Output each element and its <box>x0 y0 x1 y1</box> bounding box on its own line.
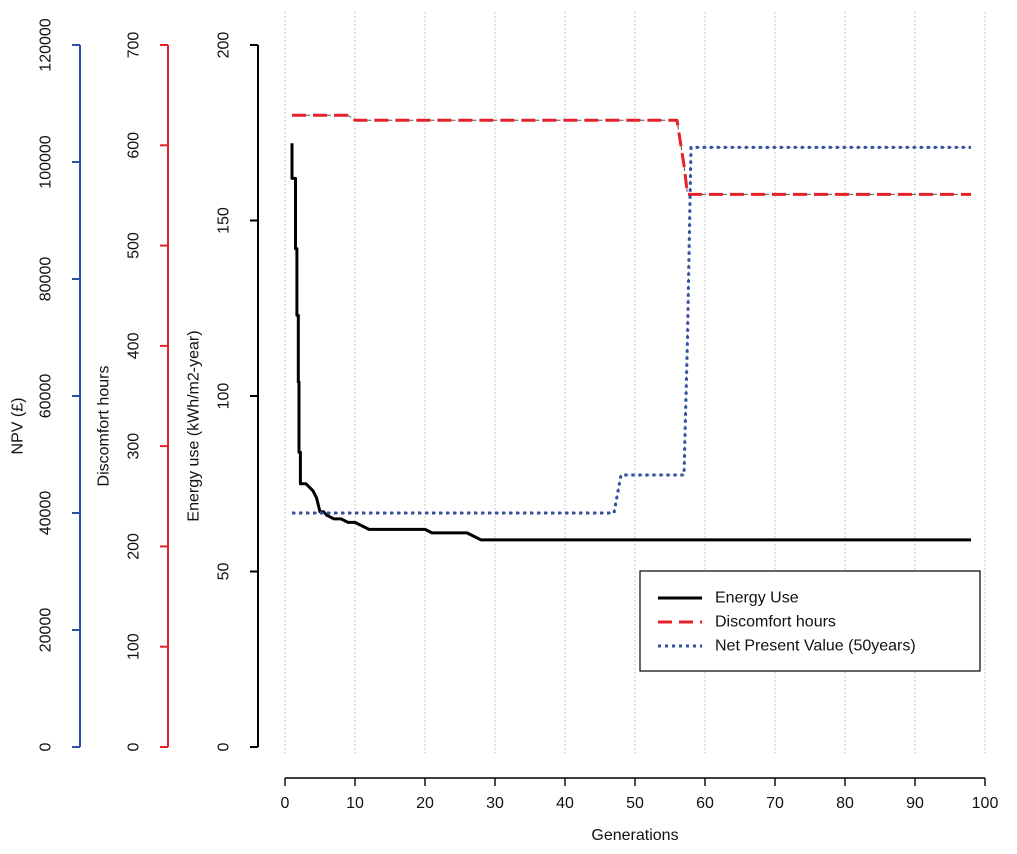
npv-axis-title: NPV (£) <box>10 398 27 455</box>
x-tick-label: 100 <box>972 795 999 812</box>
npv-axis-tick-label: 40000 <box>38 491 55 536</box>
discomfort-axis-tick-label: 0 <box>126 742 143 751</box>
energy-axis-tick-label: 50 <box>216 563 233 581</box>
npv-axis-tick-label: 100000 <box>38 135 55 188</box>
x-tick-label: 10 <box>346 795 364 812</box>
series-guide-1 <box>292 114 971 195</box>
energy-axis-title: Energy use (kWh/m2-year) <box>186 330 203 521</box>
x-axis-title: Generations <box>591 827 678 844</box>
discomfort-axis-tick-label: 600 <box>126 132 143 159</box>
legend-label: Net Present Value (50years) <box>715 638 916 655</box>
legend-box <box>639 570 981 672</box>
axes: 0 10 20 30 40 50 60 70 80 90 100 Generations 0 50 100 1… <box>10 18 999 844</box>
energy-axis-tick-label: 150 <box>216 207 233 234</box>
discomfort-axis-tick-label: 700 <box>126 32 143 59</box>
x-tick-label: 20 <box>416 795 434 812</box>
x-tick-label: 60 <box>696 795 714 812</box>
energy-axis-tick-label: 200 <box>216 32 233 59</box>
discomfort-axis-tick-label: 500 <box>126 232 143 259</box>
legend-label: Energy Use <box>715 590 799 607</box>
series-line-discomfort-hours <box>292 113 971 196</box>
series-guide-2 <box>292 146 971 514</box>
series-line-energy-use <box>290 143 971 542</box>
x-tick-label: 30 <box>486 795 504 812</box>
npv-axis-tick-label: 20000 <box>38 608 55 653</box>
npv-axis-tick-label: 60000 <box>38 374 55 419</box>
energy-axis-tick-label: 0 <box>216 742 233 751</box>
energy-axis-tick-label: 100 <box>216 383 233 410</box>
x-tick-label: 90 <box>906 795 924 812</box>
x-tick-label: 40 <box>556 795 574 812</box>
legend-label: Discomfort hours <box>715 614 836 631</box>
discomfort-axis-title: Discomfort hours <box>96 366 113 487</box>
npv-axis-tick-label: 120000 <box>38 18 55 71</box>
x-tick-label: 50 <box>626 795 644 812</box>
npv-axis-tick-label: 0 <box>38 742 55 751</box>
x-tick-label: 0 <box>281 795 290 812</box>
series-line-net-present-value-50years- <box>292 145 971 515</box>
x-tick-label: 70 <box>766 795 784 812</box>
discomfort-axis-tick-label: 300 <box>126 433 143 460</box>
x-tick-label: 80 <box>836 795 854 812</box>
discomfort-axis-tick-label: 200 <box>126 533 143 560</box>
series <box>290 113 971 542</box>
discomfort-axis-tick-label: 400 <box>126 332 143 359</box>
discomfort-axis-tick-label: 100 <box>126 633 143 660</box>
legend: Energy Use Discomfort hours Net Present Va… <box>639 570 981 672</box>
npv-axis-tick-label: 80000 <box>38 257 55 302</box>
